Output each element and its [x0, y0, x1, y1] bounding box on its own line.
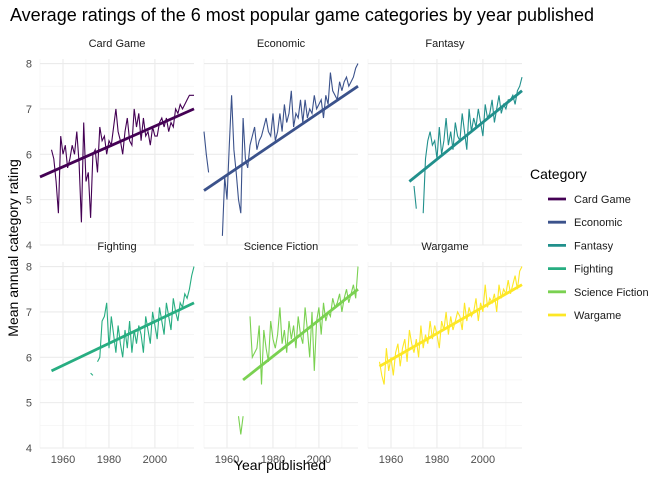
chart-title: Average ratings of the 6 most popular ga…: [10, 5, 594, 25]
legend-label-science-fiction: Science Fiction: [574, 287, 649, 299]
trend-line-fantasy: [408, 89, 523, 183]
x-axis-title: Year published: [234, 457, 326, 473]
x-tick-label: 1960: [215, 454, 239, 466]
panel-strip-label: Economic: [257, 38, 306, 50]
panel-card-game: Card Game 4 5 6 7 8: [26, 38, 195, 252]
panel-strip-label: Science Fiction: [244, 241, 319, 253]
panel-strip-label: Fantasy: [425, 38, 465, 50]
y-tick-label: 4: [26, 240, 32, 252]
panels: Card Game 4 5 6 7 8 Economic Fantasy Fighting 4 5 6…: [26, 38, 523, 466]
trend-line-economic: [203, 85, 359, 192]
y-tick-label: 4: [26, 443, 32, 455]
panel-strip-label: Card Game: [89, 38, 146, 50]
x-tick-label: 1980: [261, 454, 285, 466]
y-tick-label: 5: [26, 195, 32, 207]
series-line-economic: [203, 63, 359, 236]
x-tick-label: 2000: [471, 454, 495, 466]
trend-line-wargame: [378, 283, 523, 368]
y-axis-title: Mean annual category rating: [5, 159, 21, 336]
panel-wargame: Wargame 1960 1980 2000: [367, 241, 523, 466]
trend-line-science-fiction: [242, 288, 359, 382]
series-line-science-fiction: [237, 266, 359, 435]
x-tick-label: 1980: [425, 454, 449, 466]
y-tick-label: 6: [26, 149, 32, 161]
legend-label-fighting: Fighting: [574, 264, 613, 276]
legend-label-card-game: Card Game: [574, 194, 631, 206]
series-line-wargame: [378, 266, 523, 385]
series-line-fighting: [90, 266, 195, 376]
x-tick-label: 2000: [143, 454, 167, 466]
legend: Category Card Game Economic Fantasy Fightin…: [530, 166, 649, 322]
y-tick-label: 6: [26, 352, 32, 364]
series-line-fantasy: [413, 76, 523, 214]
x-tick-label: 1960: [379, 454, 403, 466]
y-tick-label: 8: [26, 262, 32, 274]
panel-fantasy: Fantasy: [367, 38, 523, 246]
legend-label-wargame: Wargame: [574, 310, 621, 322]
legend-label-economic: Economic: [574, 217, 623, 229]
x-tick-label: 1980: [97, 454, 121, 466]
panel-science-fiction: Science Fiction 1960 1980 2000: [203, 241, 359, 466]
trend-line-fighting: [50, 301, 195, 373]
panel-strip-label: Fighting: [97, 241, 136, 253]
legend-title: Category: [530, 166, 587, 182]
trend-line-card-game: [39, 107, 195, 179]
panel-strip-label: Wargame: [421, 241, 468, 253]
panel-economic: Economic: [203, 38, 359, 246]
y-tick-label: 7: [26, 104, 32, 116]
legend-label-fantasy: Fantasy: [574, 240, 614, 252]
series-line-card-game: [50, 94, 194, 223]
y-tick-label: 7: [26, 307, 32, 319]
y-tick-label: 8: [26, 59, 32, 71]
panel-fighting: Fighting 4 5 6 7 8 1960 1980 2000: [26, 241, 195, 466]
x-tick-label: 2000: [307, 454, 331, 466]
y-tick-label: 5: [26, 398, 32, 410]
x-tick-label: 1960: [51, 454, 75, 466]
